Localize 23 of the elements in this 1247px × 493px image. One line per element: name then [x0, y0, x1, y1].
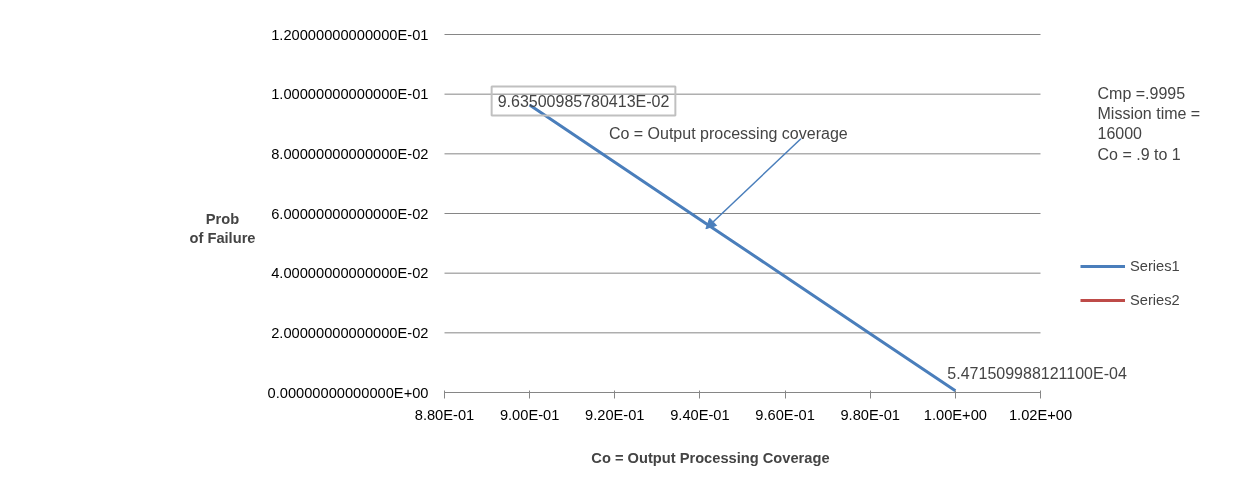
x-tick-label: 9.00E-01 — [499, 406, 560, 423]
x-tick-label: 1.02E+00 — [1008, 406, 1073, 423]
x-axis-title: Co = Output Processing Coverage — [591, 449, 830, 466]
x-tick-label: 9.60E-01 — [755, 406, 815, 423]
data-label: 9.63500985780413E-02 — [497, 92, 670, 110]
x-tick-label: 9.20E-01 — [585, 406, 645, 423]
x-tick-label: 8.80E-01 — [414, 406, 475, 423]
y-tick-label: 0.00000000000000E+00 — [267, 384, 429, 401]
x-tick-label: 9.80E-01 — [840, 406, 900, 423]
y-tick-label: 6.00000000000000E-02 — [271, 205, 429, 222]
legend-label: Series1 — [1130, 258, 1180, 274]
y-tick-label: 1.20000000000000E-01 — [271, 26, 429, 43]
y-tick-label: 2.00000000000000E-02 — [271, 324, 429, 341]
text: Cmp =.9995 Mission time = 16000 Co = .9 to 1 — [1097, 84, 1201, 163]
data-label: 5.471509988121100E-04 — [947, 364, 1127, 382]
x-tick-label: 1.00E+00 — [923, 406, 987, 423]
legend-label: Series2 — [1130, 292, 1180, 308]
y-axis-title: Prob of Failure — [189, 210, 256, 247]
annotation: Co = Output processing coverage — [608, 125, 848, 143]
y-tick-label: 4.00000000000000E-02 — [271, 265, 429, 282]
y-tick-label: 8.00000000000000E-02 — [271, 145, 429, 162]
x-tick-label: 9.40E-01 — [670, 406, 730, 423]
y-tick-label: 1.00000000000000E-01 — [271, 86, 429, 103]
